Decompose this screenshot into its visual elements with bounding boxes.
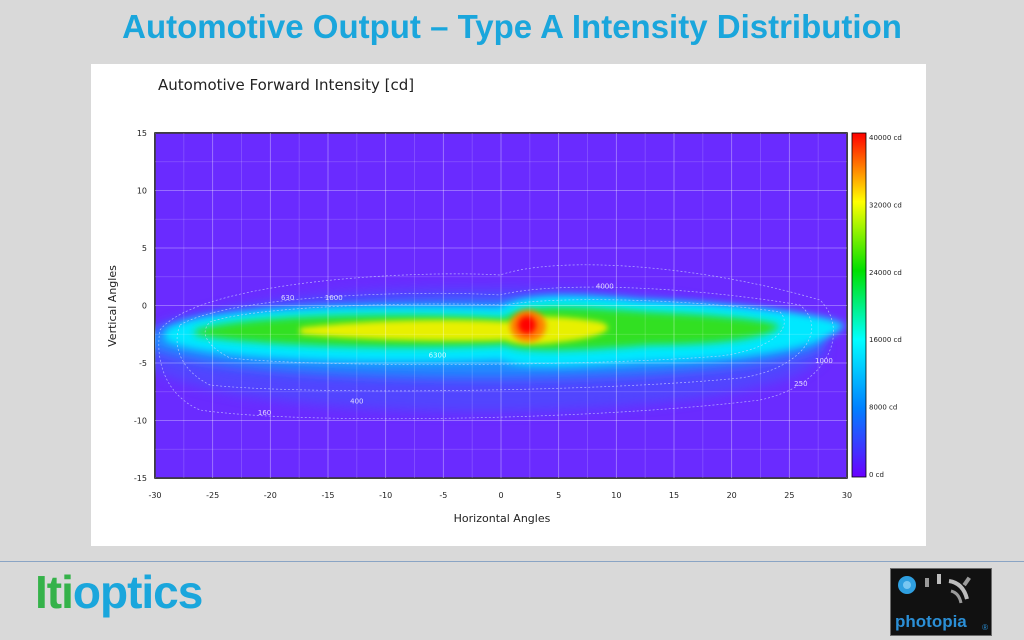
contour-label: 1600 — [325, 294, 343, 302]
photopia-logo: photopia ® — [890, 568, 992, 636]
x-tick-label: 5 — [556, 491, 561, 500]
x-tick-label: 20 — [727, 491, 737, 500]
colorbar-label: 32000 cd — [869, 201, 902, 209]
contour-label: 400 — [350, 397, 363, 405]
x-tick-label: 15 — [669, 491, 679, 500]
colorbar-labels: 40000 cd 32000 cd 24000 cd 16000 cd 8000 cd 0… — [869, 134, 902, 479]
x-tick-label: -20 — [264, 491, 277, 500]
x-tick-label: 10 — [611, 491, 621, 500]
contour-label: 250 — [794, 380, 807, 388]
y-tick-label: 10 — [137, 187, 147, 196]
colorbar-label: 16000 cd — [869, 336, 902, 344]
x-axis-ticks: -30 -25 -20 -15 -10 -5 0 5 10 15 20 25 30 — [148, 491, 852, 500]
photopia-logo-graphic — [898, 574, 971, 604]
x-tick-label: 25 — [784, 491, 794, 500]
contour-label: 4000 — [596, 282, 614, 290]
y-tick-label: -10 — [134, 417, 147, 426]
colorbar-label: 24000 cd — [869, 269, 902, 277]
footer-divider — [0, 561, 1024, 562]
photopia-logo-text: photopia — [895, 612, 967, 631]
intensity-layers — [155, 288, 845, 412]
itioptics-logo: Itioptics — [35, 565, 203, 619]
y-tick-label: -5 — [139, 359, 147, 368]
y-axis-label: Vertical Angles — [106, 265, 119, 347]
brand-part1: Iti — [35, 566, 74, 618]
colorbar-label: 40000 cd — [869, 134, 902, 142]
x-tick-label: -25 — [206, 491, 219, 500]
y-tick-label: 15 — [137, 129, 147, 138]
x-tick-label: -5 — [439, 491, 447, 500]
x-tick-label: 30 — [842, 491, 852, 500]
y-tick-label: 5 — [142, 244, 147, 253]
x-tick-label: -15 — [321, 491, 334, 500]
grid-lines — [155, 133, 847, 478]
contour-labels: 630 1600 4000 6300 1000 250 400 160 — [258, 282, 833, 417]
contour-label: 160 — [258, 409, 271, 417]
intensity-hotspot-red — [518, 316, 536, 334]
y-axis-ticks: 15 10 5 0 -5 -10 -15 — [134, 129, 147, 483]
registered-mark: ® — [982, 623, 988, 632]
colorbar-label: 0 cd — [869, 471, 884, 479]
chart-title: Automotive Forward Intensity [cd] — [158, 76, 415, 94]
x-axis-label: Horizontal Angles — [454, 512, 551, 525]
brand-part2: optics — [72, 566, 203, 618]
colorbar-label: 8000 cd — [869, 404, 897, 412]
x-tick-label: 0 — [498, 491, 503, 500]
x-tick-label: -10 — [379, 491, 392, 500]
colorbar — [851, 132, 867, 478]
contour-lines — [158, 264, 834, 420]
y-tick-label: -15 — [134, 474, 147, 483]
contour-label: 1000 — [815, 357, 833, 365]
contour-label: 630 — [281, 294, 294, 302]
slide-title: Automotive Output – Type A Intensity Dis… — [122, 8, 902, 45]
x-tick-label: -30 — [148, 491, 161, 500]
contour-label: 6300 — [429, 351, 447, 359]
y-tick-label: 0 — [142, 302, 147, 311]
